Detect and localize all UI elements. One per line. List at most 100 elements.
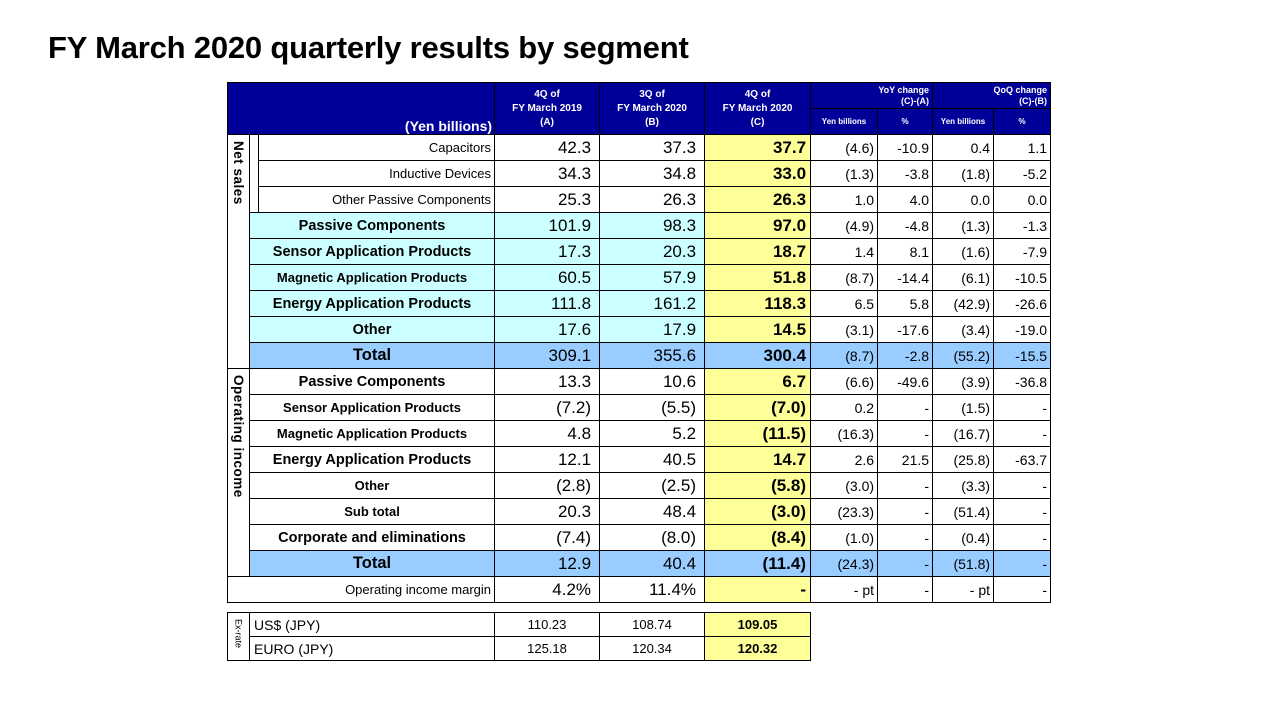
qoq-change: (25.8): [932, 446, 995, 473]
row-label: Corporate and eliminations: [248, 524, 496, 551]
yoy-change-pct: -: [877, 472, 934, 499]
value-c: 18.7: [704, 238, 812, 265]
value-c: 26.3: [704, 186, 812, 213]
yoy-change-pct: 21.5: [877, 446, 934, 473]
indent-spacer: [249, 134, 259, 213]
row-label: Energy Application Products: [248, 446, 496, 473]
row-label: Sub total: [248, 498, 496, 525]
value-a: (7.2): [494, 394, 601, 421]
yoy-change: (1.0): [810, 524, 879, 551]
yoy-change: 2.6: [810, 446, 879, 473]
value-a: 101.9: [494, 212, 601, 239]
value-c: 51.8: [704, 264, 812, 291]
yoy-change: 0.2: [810, 394, 879, 421]
row-label: Sensor Application Products: [248, 238, 496, 265]
value-c: 37.7: [704, 134, 812, 161]
value-a: 17.6: [494, 316, 601, 343]
qoq-change: (55.2): [932, 342, 995, 369]
row-label: Operating income margin: [226, 576, 496, 603]
qoq-change: 0.0: [932, 186, 995, 213]
qoq-change: (3.9): [932, 368, 995, 395]
net-sales-subrow: Other Passive Components 25.3 26.3 26.3 1.0 4…: [228, 186, 1052, 213]
row-label: Magnetic Application Products: [248, 420, 496, 447]
row-label: Passive Components: [248, 368, 496, 395]
yoy-change: 1.0: [810, 186, 879, 213]
value-c: (11.5): [704, 420, 812, 447]
yoy-header: YoY change (C)-(A): [810, 82, 934, 109]
operating-income-total-row: Total 12.9 40.4 (11.4) (24.3) - (51.8) -: [228, 550, 1052, 577]
value-a: 4.2%: [494, 576, 601, 603]
yoy-change-pct: -: [877, 420, 934, 447]
yoy-change-pct: -: [877, 498, 934, 525]
net-sales-subrow: Net sales Capacitors 42.3 37.3 37.7 (4.6) -10.…: [227, 134, 1052, 369]
qoq-change-pct: -: [993, 472, 1052, 499]
value-b: 108.74: [599, 612, 705, 637]
net-sales-row: Magnetic Application Products 60.5 57.9 51.…: [228, 264, 1052, 291]
value-a: 12.1: [494, 446, 601, 473]
operating-income-row: Energy Application Products 12.1 40.5 14.7 2…: [228, 446, 1052, 473]
value-b: (8.0): [599, 524, 706, 551]
value-b: (5.5): [599, 394, 706, 421]
qoq-change: 0.4: [932, 134, 995, 161]
value-b: 5.2: [599, 420, 706, 447]
qoq-header: QoQ change (C)-(B): [932, 82, 1052, 109]
yoy-change-pct: -14.4: [877, 264, 934, 291]
value-c: 120.32: [704, 636, 811, 661]
yoy-pct-subheader: %: [877, 108, 934, 135]
yoy-change-pct: -: [877, 550, 934, 577]
qoq-change: (1.8): [932, 160, 995, 187]
qoq-change: (16.7): [932, 420, 995, 447]
value-c: (7.0): [704, 394, 812, 421]
value-a: 125.18: [494, 636, 600, 661]
yoy-change: (1.3): [810, 160, 879, 187]
value-b: 34.8: [599, 160, 706, 187]
qoq-change-pct: -15.5: [993, 342, 1052, 369]
row-label: Other Passive Components: [257, 186, 496, 213]
operating-income-row: Sub total 20.3 48.4 (3.0) (23.3) - (51.4) -: [228, 498, 1052, 525]
qoq-change: (51.8): [932, 550, 995, 577]
value-b: 40.4: [599, 550, 706, 577]
yoy-change: (3.0): [810, 472, 879, 499]
qoq-change: (42.9): [932, 290, 995, 317]
yoy-change: (4.6): [810, 134, 879, 161]
value-a: (7.4): [494, 524, 601, 551]
net-sales-total-row: Total 309.1 355.6 300.4 (8.7) -2.8 (55.2) -15.5: [228, 342, 1052, 369]
row-label: Other: [248, 472, 496, 499]
qoq-change-pct: -7.9: [993, 238, 1052, 265]
value-c: (8.4): [704, 524, 812, 551]
yoy-change: (3.1): [810, 316, 879, 343]
yoy-change-pct: -: [877, 394, 934, 421]
yoy-change-pct: 8.1: [877, 238, 934, 265]
value-c: 14.5: [704, 316, 812, 343]
operating-income-section-label: Operating income: [227, 368, 250, 577]
yoy-change-pct: -2.8: [877, 342, 934, 369]
value-b: 20.3: [599, 238, 706, 265]
qoq-change-pct: -10.5: [993, 264, 1052, 291]
col-header-a: 4Q of FY March 2019 (A): [494, 82, 601, 135]
qoq-change: - pt: [932, 576, 995, 603]
net-sales-section-label-text: Net sales: [231, 141, 246, 205]
value-a: 309.1: [494, 342, 601, 369]
yoy-change-pct: -17.6: [877, 316, 934, 343]
yoy-change-pct: -49.6: [877, 368, 934, 395]
qoq-change: (3.3): [932, 472, 995, 499]
qoq-change-pct: -63.7: [993, 446, 1052, 473]
value-c: -: [704, 576, 812, 603]
value-b: 17.9: [599, 316, 706, 343]
operating-margin-row: Operating income margin 4.2% 11.4% - - pt - - …: [226, 576, 1052, 603]
value-a: 4.8: [494, 420, 601, 447]
net-sales-section-label: Net sales: [227, 134, 250, 369]
value-c: 118.3: [704, 290, 812, 317]
value-a: 34.3: [494, 160, 601, 187]
value-c: 14.7: [704, 446, 812, 473]
value-b: (2.5): [599, 472, 706, 499]
value-b: 120.34: [599, 636, 705, 661]
exchange-rate-table: Ex-rate US$ (JPY) 110.23 108.74 109.05 EURO (…: [227, 612, 811, 661]
row-label: Energy Application Products: [248, 290, 496, 317]
row-label: Inductive Devices: [257, 160, 496, 187]
value-b: 355.6: [599, 342, 706, 369]
value-b: 48.4: [599, 498, 706, 525]
yoy-change-pct: 5.8: [877, 290, 934, 317]
value-b: 161.2: [599, 290, 706, 317]
qoq-change: (51.4): [932, 498, 995, 525]
